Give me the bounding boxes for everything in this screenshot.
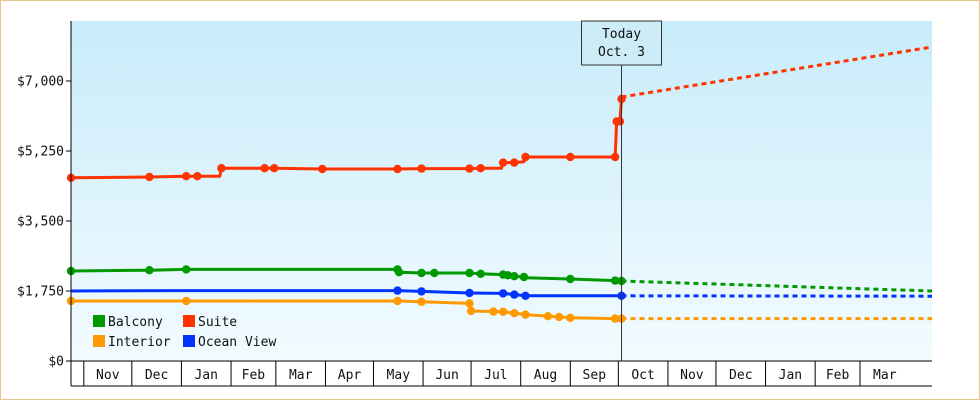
data-point-suite[interactable] [193,172,202,181]
data-point-interior[interactable] [610,314,620,323]
legend-swatch-balcony [93,315,105,327]
data-point-balcony[interactable] [510,272,519,281]
data-point-interior[interactable] [566,313,575,322]
data-point-balcony[interactable] [394,268,404,277]
x-tick-label: Aug [534,368,557,383]
x-tick-label: Mar [873,368,897,383]
data-point-interior[interactable] [489,307,498,316]
data-point-interior[interactable] [543,312,553,321]
legend-label-suite: Suite [198,315,237,330]
data-point-balcony[interactable] [610,276,620,285]
data-point-interior[interactable] [182,296,191,306]
forecast-line-balcony [621,279,933,293]
data-point-suite[interactable] [610,152,620,162]
data-point-suite[interactable] [393,164,402,174]
data-point-ocean-view[interactable] [417,287,426,296]
data-point-suite[interactable] [182,172,191,181]
data-point-interior[interactable] [393,296,402,306]
x-tick-label: Mar [289,368,313,383]
data-point-suite[interactable] [145,172,154,182]
axis-layer: $0 $1,750 $3,500 $5,250 $7,000 Nov Dec Jan Feb Ma… [17,21,932,387]
y-tick-label: $5,250 [17,145,64,160]
data-point-balcony[interactable] [430,268,439,278]
legend-swatch-interior [93,335,105,347]
x-tick-label: Dec [729,368,752,383]
today-label: Today [602,27,641,42]
x-tick-label: Jun [435,368,458,383]
x-tick-label: Feb [826,368,850,383]
legend-label-interior: Interior [108,335,171,350]
x-tick-label: Oct [631,368,654,383]
data-point-balcony[interactable] [465,268,474,278]
data-point-interior[interactable] [417,297,426,306]
legend-label-balcony: Balcony [108,315,163,330]
legend-swatch-ocean-view [183,335,195,347]
data-point-suite[interactable] [498,158,508,167]
data-point-suite[interactable] [260,164,269,173]
data-point-ocean-view[interactable] [498,289,508,298]
data-point-suite[interactable] [318,164,327,174]
x-tick-label: Dec [145,368,168,383]
x-tick-label: Nov [96,368,120,383]
data-point-suite[interactable] [417,164,426,173]
data-point-suite[interactable] [510,158,519,167]
data-point-suite[interactable] [521,152,530,162]
y-tick-label: $0 [48,355,64,370]
marker-layer [66,94,626,323]
x-tick-label: Jan [194,368,217,383]
data-point-interior[interactable] [521,310,530,319]
data-point-balcony[interactable] [476,269,485,278]
data-point-interior[interactable] [466,306,476,316]
data-point-suite[interactable] [615,117,625,126]
forecast-line-suite [621,45,933,99]
plot-area [71,21,932,361]
data-point-balcony[interactable] [145,266,154,275]
y-tick-label: $3,500 [17,215,64,230]
legend: Balcony Suite Interior Ocean View [93,315,276,350]
data-point-suite[interactable] [566,152,575,162]
today-date-label: Oct. 3 [598,45,645,60]
data-point-ocean-view[interactable] [510,290,519,299]
data-point-balcony[interactable] [182,265,191,274]
x-tick-label: Feb [242,368,266,383]
data-point-interior[interactable] [510,309,519,318]
data-point-interior[interactable] [498,307,508,316]
data-point-balcony[interactable] [566,274,575,284]
data-point-interior[interactable] [465,299,474,308]
data-point-ocean-view[interactable] [393,286,402,295]
legend-label-ocean-view: Ocean View [198,335,276,350]
x-tick-label: Nov [680,368,704,383]
data-point-balcony[interactable] [503,271,513,280]
legend-swatch-suite [183,315,195,327]
data-point-balcony[interactable] [417,268,426,278]
today-marker: Today Oct. 3 [581,20,663,361]
data-point-suite[interactable] [465,164,474,173]
x-tick-label: Sep [583,368,607,383]
data-point-balcony[interactable] [519,272,529,282]
today-callout-box [581,20,663,66]
data-point-suite[interactable] [476,164,485,173]
x-tick-label: May [387,368,411,383]
data-point-ocean-view[interactable] [521,291,530,300]
x-tick-label: Apr [338,368,362,383]
x-tick-label: Jan [779,368,802,383]
data-point-suite[interactable] [270,164,279,173]
data-point-suite[interactable] [217,164,226,173]
y-tick-label: $1,750 [17,285,64,300]
data-point-interior[interactable] [554,312,564,322]
x-tick-label: Jul [484,368,507,383]
forecast-layer [621,45,933,321]
y-tick-label: $7,000 [17,75,64,90]
data-point-ocean-view[interactable] [465,288,474,298]
